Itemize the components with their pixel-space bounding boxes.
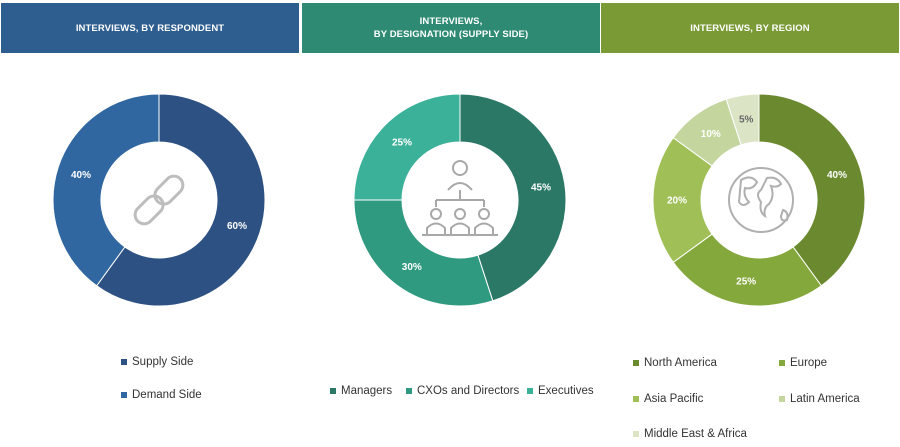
globe-icon [728, 167, 794, 233]
legend-item-middle-east-africa: Middle East & Africa [633, 428, 747, 440]
data-label-middle-east-africa: 5% [739, 115, 754, 126]
legend-label: Middle East & Africa [644, 428, 747, 440]
data-label-executives: 25% [392, 138, 412, 149]
org-chart-icon [422, 160, 498, 236]
legend-swatch [527, 388, 533, 394]
legend-item-asia-pacific: Asia Pacific [633, 393, 703, 405]
legend-item-supply-side: Supply Side [121, 356, 193, 368]
donut-slice-cxos-and-directors [353, 199, 494, 307]
region-panel: INTERVIEWS, BY REGION 40% 25% 20% 10% 5% Nor… [601, 0, 899, 447]
legend-swatch [633, 360, 639, 366]
legend-swatch [779, 360, 785, 366]
legend-label: Asia Pacific [644, 393, 704, 405]
donut-slice-demand-side [52, 93, 160, 287]
designation-header-line-1: INTERVIEWS, [419, 16, 483, 27]
donut-slice-north-america [758, 93, 866, 287]
legend-label: Demand Side [132, 389, 202, 401]
donut-slice-executives [353, 93, 461, 201]
legend-swatch [330, 388, 336, 394]
region-header: INTERVIEWS, BY REGION [601, 3, 899, 53]
designation-donut-chart: 45% 30% 25% [353, 93, 567, 307]
legend-swatch [633, 396, 639, 402]
donut-slice-europe [672, 233, 823, 307]
data-label-supply-side: 60% [227, 221, 247, 232]
designation-header-line-2: BY DESIGNATION (SUPPLY SIDE) [373, 29, 529, 40]
region-donut-chart: 40% 25% 20% 10% 5% [652, 93, 866, 307]
legend-item-europe: Europe [779, 357, 827, 369]
legend-label: Supply Side [132, 356, 194, 368]
legend-item-north-america: North America [633, 357, 717, 369]
legend-label: Europe [790, 357, 828, 369]
legend-item-managers: Managers [330, 385, 392, 397]
data-label-europe: 25% [736, 276, 756, 287]
legend-label: Executives [538, 385, 594, 397]
legend-label: North America [644, 357, 717, 369]
legend-item-cxos-and-directors: CXOs and Directors [406, 385, 519, 397]
region-header-line: INTERVIEWS, BY REGION [690, 22, 810, 34]
data-label-asia-pacific: 20% [667, 196, 687, 207]
legend-swatch [779, 396, 785, 402]
legend-swatch [121, 359, 127, 365]
legend-swatch [406, 388, 412, 394]
donut-hole [102, 143, 216, 257]
legend-swatch [633, 431, 639, 437]
legend-label: Managers [341, 385, 393, 397]
designation-panel: INTERVIEWS, BY DESIGNATION (SUPPLY SIDE)… [302, 0, 600, 447]
data-label-demand-side: 40% [71, 170, 91, 181]
legend-item-executives: Executives [527, 385, 594, 397]
data-label-latin-america: 10% [701, 129, 721, 140]
legend-swatch [121, 392, 127, 398]
donut-slice-supply-side [95, 93, 266, 307]
legend-label: CXOs and Directors [417, 385, 520, 397]
respondent-header: INTERVIEWS, BY RESPONDENT [1, 3, 299, 53]
respondent-donut-chart: 60% 40% [52, 93, 266, 307]
data-label-north-america: 40% [827, 170, 847, 181]
legend-label: Latin America [790, 393, 860, 405]
donut-slice-middle-east-africa [725, 93, 760, 146]
data-label-managers: 45% [531, 183, 551, 194]
legend-item-latin-america: Latin America [779, 393, 860, 405]
legend-item-demand-side: Demand Side [121, 389, 202, 401]
respondent-header-line: INTERVIEWS, BY RESPONDENT [75, 22, 225, 34]
data-label-cxos-and-directors: 30% [402, 262, 422, 273]
respondent-panel: INTERVIEWS, BY RESPONDENT 60% 40% Supply … [1, 0, 299, 447]
chain-link-icon [133, 174, 185, 226]
donut-slice-managers [459, 93, 567, 302]
designation-header: INTERVIEWS, BY DESIGNATION (SUPPLY SIDE) [302, 3, 600, 53]
